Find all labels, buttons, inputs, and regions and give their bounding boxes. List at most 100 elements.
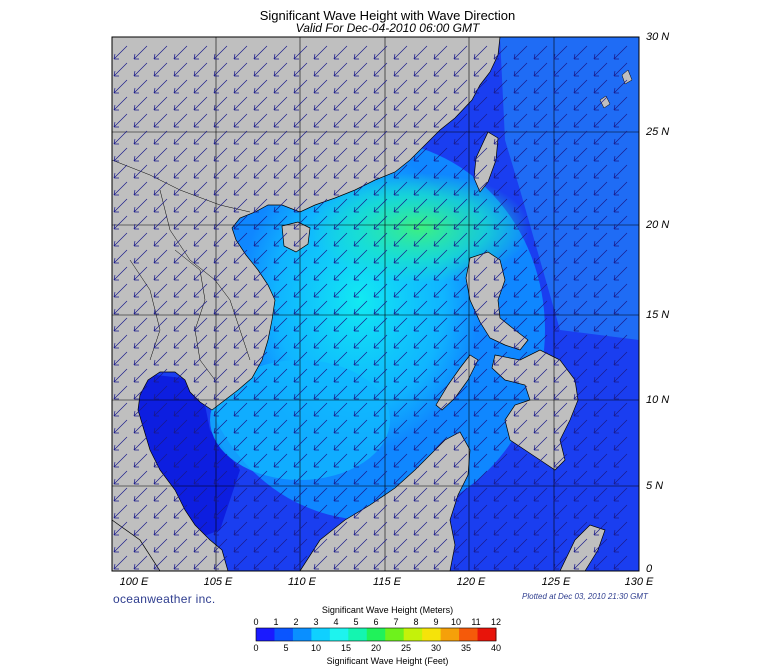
wave-arrow	[533, 351, 548, 366]
wave-arrow	[613, 334, 628, 349]
wave-arrow	[353, 453, 368, 468]
wave-arrow	[353, 198, 368, 213]
wave-arrow	[313, 470, 328, 485]
wave-arrow	[313, 266, 328, 281]
wave-arrow	[353, 283, 368, 298]
wave-arrow	[153, 419, 168, 434]
wave-arrow	[473, 470, 488, 485]
wave-arrow	[293, 334, 308, 349]
wave-arrow	[173, 402, 188, 417]
wave-arrow	[273, 317, 288, 332]
wave-arrow	[513, 334, 528, 349]
wave-arrow	[213, 283, 228, 298]
wave-arrow	[193, 334, 208, 349]
wave-arrow	[193, 419, 208, 434]
wave-arrow	[193, 198, 208, 213]
wave-arrow	[313, 45, 328, 60]
wave-arrow	[353, 147, 368, 162]
wave-arrow	[293, 249, 308, 264]
wave-arrow	[433, 249, 448, 264]
wave-arrow	[613, 283, 628, 298]
wave-arrow	[113, 419, 128, 434]
wave-arrow	[133, 402, 148, 417]
wave-arrow	[453, 62, 468, 77]
wave-arrow	[553, 538, 568, 553]
wave-arrow	[473, 317, 488, 332]
wave-arrow	[613, 521, 628, 536]
wave-arrow	[393, 538, 408, 553]
colorbar-feet-tick: 0	[253, 643, 259, 653]
wave-arrow	[593, 147, 608, 162]
lon-label-130e: 130 E	[624, 576, 654, 588]
wave-arrow	[513, 470, 528, 485]
wave-arrow	[353, 62, 368, 77]
wave-arrow	[473, 521, 488, 536]
wave-arrow	[253, 351, 268, 366]
wave-arrow	[333, 419, 348, 434]
wave-arrow	[153, 198, 168, 213]
wave-arrow	[533, 453, 548, 468]
wave-arrow	[353, 164, 368, 179]
wave-arrow	[573, 436, 588, 451]
wave-arrow	[133, 62, 148, 77]
wave-arrow	[573, 164, 588, 179]
wave-arrow	[253, 504, 268, 519]
wave-arrow	[513, 487, 528, 502]
wave-arrow	[193, 96, 208, 111]
wave-arrow	[573, 334, 588, 349]
wave-arrow	[293, 45, 308, 60]
wave-arrow	[153, 62, 168, 77]
wave-arrow	[333, 215, 348, 230]
wave-arrow	[253, 266, 268, 281]
wave-arrow	[153, 351, 168, 366]
wave-arrow	[133, 79, 148, 94]
wave-arrow	[613, 487, 628, 502]
wave-arrow	[233, 470, 248, 485]
wave-arrow	[353, 96, 368, 111]
wave-arrow	[393, 317, 408, 332]
wave-arrow	[353, 79, 368, 94]
colorbar-swatch	[459, 628, 479, 641]
wave-arrow	[233, 45, 248, 60]
wave-arrow	[593, 96, 608, 111]
wave-arrow	[393, 198, 408, 213]
wave-arrow	[133, 555, 148, 570]
wave-arrow	[493, 436, 508, 451]
wave-arrow	[553, 232, 568, 247]
colorbar-frame	[255, 627, 497, 642]
wave-arrow	[433, 232, 448, 247]
wave-arrow	[253, 521, 268, 536]
wave-arrow	[413, 232, 428, 247]
wave-arrow	[153, 113, 168, 128]
wave-arrow	[393, 249, 408, 264]
wave-arrow	[133, 215, 148, 230]
wave-arrow	[473, 130, 488, 145]
wave-arrow	[113, 487, 128, 502]
wave-arrow	[513, 249, 528, 264]
wave-arrow	[433, 470, 448, 485]
wave-arrow	[173, 283, 188, 298]
wave-arrow	[493, 334, 508, 349]
wave-arrow	[373, 555, 388, 570]
colorbar-feet-tick: 40	[490, 643, 501, 653]
wave-arrow	[533, 113, 548, 128]
wave-arrow	[113, 334, 128, 349]
wave-arrow	[573, 538, 588, 553]
wave-arrow	[293, 113, 308, 128]
wave-arrow	[333, 130, 348, 145]
wave-arrow	[473, 45, 488, 60]
wave-arrow	[193, 232, 208, 247]
wave-arrow	[593, 113, 608, 128]
wave-arrow	[173, 555, 188, 570]
sumatra-island	[112, 519, 161, 571]
pacific-water	[500, 37, 639, 340]
wave-arrow	[233, 487, 248, 502]
wave-arrow	[373, 300, 388, 315]
wave-arrow	[253, 232, 268, 247]
wave-arrow	[513, 147, 528, 162]
wave-arrow	[293, 317, 308, 332]
wave-arrow	[373, 368, 388, 383]
wave-arrow	[353, 317, 368, 332]
wave-arrow	[273, 198, 288, 213]
wave-arrow	[333, 351, 348, 366]
